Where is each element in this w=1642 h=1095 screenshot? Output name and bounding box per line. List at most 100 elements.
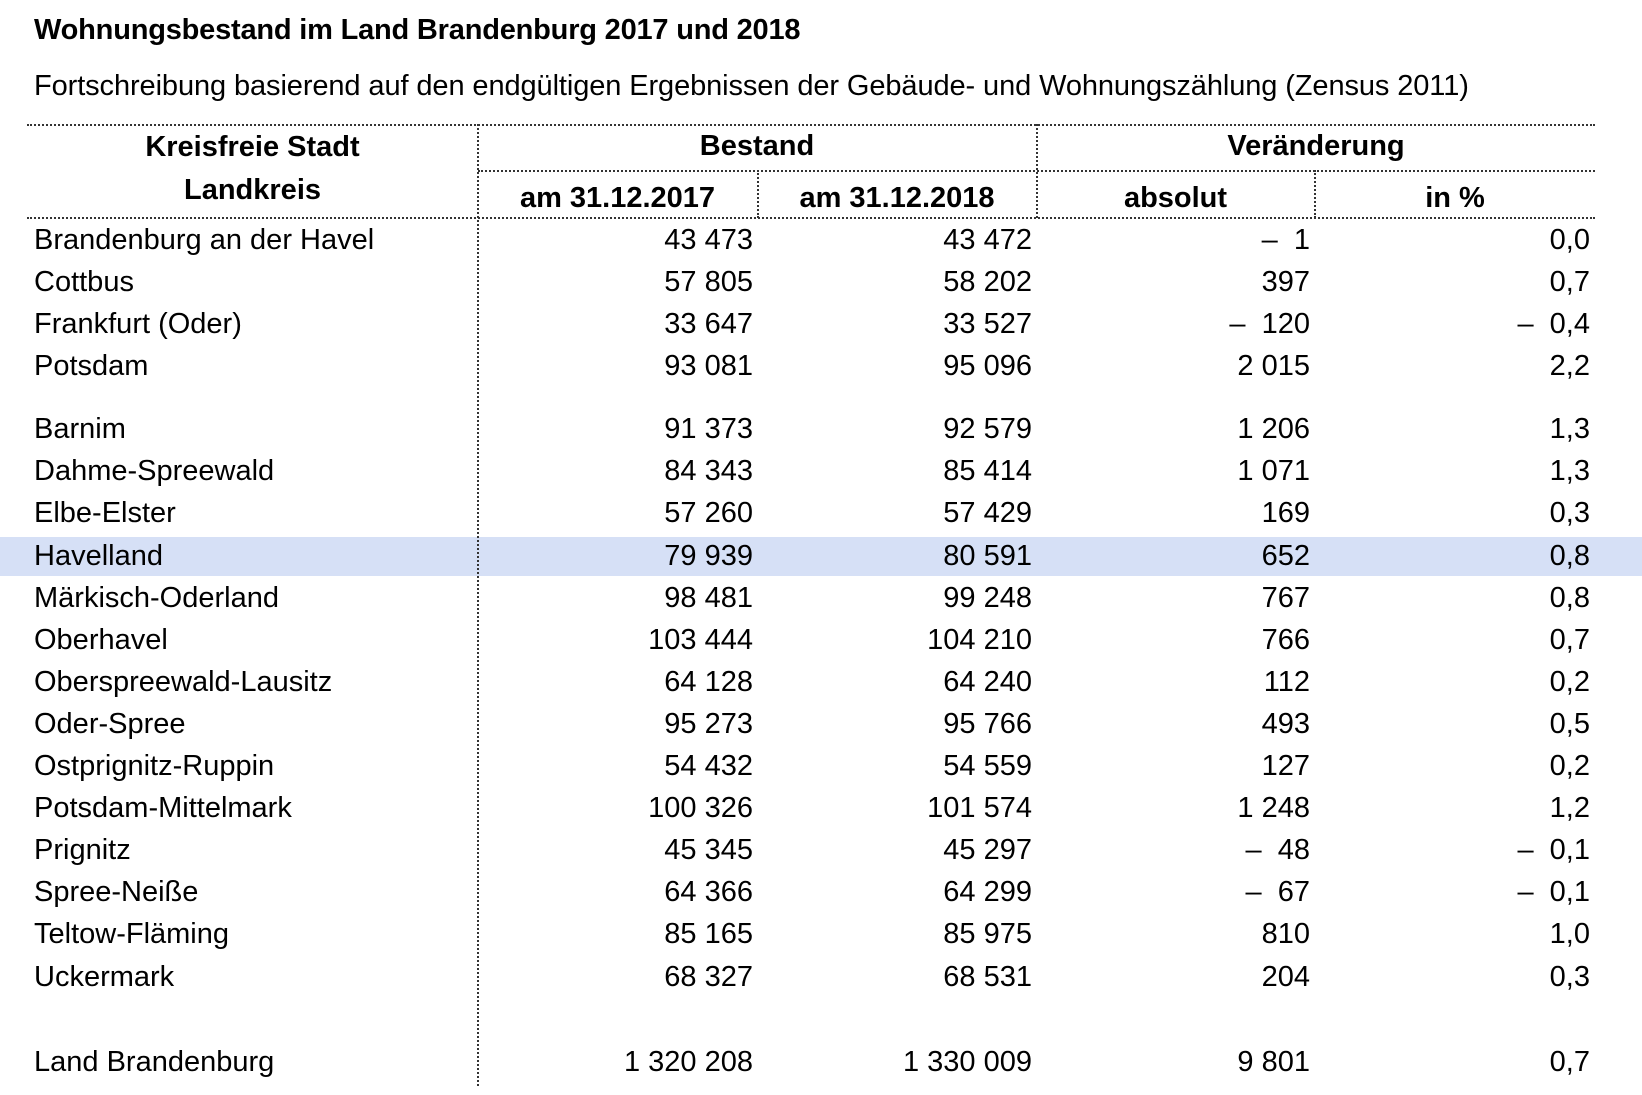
value-2018: 85 414 [943,455,1032,487]
change-percent: 1,3 [1549,413,1590,445]
header-group-bestand: Bestand [699,130,815,162]
change-percent: 0,7 [1549,266,1590,298]
header-top-rule [27,124,1595,126]
value-2017: 33 647 [664,308,753,340]
change-absolute: – 67 [1245,876,1311,908]
change-absolute: – 1 [1261,224,1310,256]
table-row: Oder-Spree 95 273 95 766 493 0,5 [0,703,1642,745]
change-percent: 0,7 [1549,1046,1590,1078]
region-name: Elbe-Elster [34,497,176,529]
region-name: Oberspreewald-Lausitz [34,666,333,698]
value-2018: 1 330 009 [902,1046,1032,1078]
value-2017: 68 327 [664,961,753,993]
change-percent: – 0,1 [1517,876,1590,908]
change-percent: 0,2 [1549,750,1590,782]
change-absolute: 652 [1261,540,1310,572]
value-2017: 79 939 [664,540,753,572]
value-2017: 95 273 [664,708,753,740]
region-name: Land Brandenburg [34,1046,275,1078]
header-col-absolut: absolut [1123,182,1228,214]
region-name: Ostprignitz-Ruppin [34,750,275,782]
bestand-subcolumn-divider [757,170,759,218]
table-title: Wohnungsbestand im Land Brandenburg 2017… [34,14,801,46]
value-2018: 80 591 [943,540,1032,572]
table-row: Uckermark 68 327 68 531 204 0,3 [0,956,1642,998]
value-2017: 98 481 [664,582,753,614]
header-bottom-rule [27,217,1595,219]
value-2018: 54 559 [943,750,1032,782]
value-2017: 64 128 [664,666,753,698]
region-name: Oder-Spree [34,708,186,740]
value-2018: 58 202 [943,266,1032,298]
table-row: Oberspreewald-Lausitz 64 128 64 240 112 0,2 [0,661,1642,703]
row-highlight [0,537,1642,576]
change-absolute: 766 [1261,624,1310,656]
change-percent: 1,2 [1549,792,1590,824]
change-absolute: – 120 [1229,308,1310,340]
region-column-divider [477,124,479,1086]
change-absolute: 204 [1261,961,1310,993]
value-2018: 92 579 [943,413,1032,445]
change-percent: – 0,1 [1517,834,1590,866]
change-absolute: 1 071 [1237,455,1310,487]
table-row: Dahme-Spreewald 84 343 85 414 1 071 1,3 [0,450,1642,492]
table-row: Elbe-Elster 57 260 57 429 169 0,3 [0,492,1642,534]
value-2017: 54 432 [664,750,753,782]
region-name: Havelland [34,540,163,572]
table-row: Brandenburg an der Havel 43 473 43 472 – 1 0… [0,219,1642,261]
change-absolute: 767 [1261,582,1310,614]
value-2018: 68 531 [943,961,1032,993]
value-2018: 101 574 [927,792,1032,824]
table-row: Ostprignitz-Ruppin 54 432 54 559 127 0,2 [0,745,1642,787]
value-2017: 45 345 [664,834,753,866]
table-row: Teltow-Fläming 85 165 85 975 810 1,0 [0,913,1642,955]
change-percent: 0,0 [1549,224,1590,256]
region-name: Oberhavel [34,624,168,656]
table-row: Havelland 79 939 80 591 652 0,8 [0,535,1642,577]
change-percent: 0,8 [1549,540,1590,572]
value-2018: 85 975 [943,918,1032,950]
change-absolute: 9 801 [1237,1046,1310,1078]
region-name: Prignitz [34,834,131,866]
value-2017: 64 366 [664,876,753,908]
table-row: Märkisch-Oderland 98 481 99 248 767 0,8 [0,577,1642,619]
value-2018: 57 429 [943,497,1032,529]
change-percent: 0,2 [1549,666,1590,698]
value-2017: 100 326 [648,792,753,824]
region-name: Spree-Neiße [34,876,199,908]
value-2017: 57 805 [664,266,753,298]
value-2017: 57 260 [664,497,753,529]
region-name: Märkisch-Oderland [34,582,279,614]
region-name: Uckermark [34,961,175,993]
value-2017: 85 165 [664,918,753,950]
value-2018: 64 240 [943,666,1032,698]
region-name: Cottbus [34,266,134,298]
change-absolute: – 48 [1245,834,1311,866]
region-name: Teltow-Fläming [34,918,229,950]
table-subtitle: Fortschreibung basierend auf den endgült… [34,70,1469,102]
header-col-2018: am 31.12.2018 [799,182,995,214]
table-row: Oberhavel 103 444 104 210 766 0,7 [0,619,1642,661]
header-col-prozent: in % [1425,182,1485,214]
change-absolute: 169 [1261,497,1310,529]
value-2018: 64 299 [943,876,1032,908]
header-region-line1: Kreisfreie Stadt [145,131,360,163]
value-2018: 95 096 [943,350,1032,382]
value-2017: 84 343 [664,455,753,487]
change-percent: – 0,4 [1517,308,1590,340]
value-2017: 93 081 [664,350,753,382]
change-absolute: 493 [1261,708,1310,740]
header-col-2017: am 31.12.2017 [519,182,716,214]
change-absolute: 810 [1261,918,1310,950]
value-2018: 99 248 [943,582,1032,614]
region-name: Potsdam [34,350,149,382]
change-percent: 0,5 [1549,708,1590,740]
change-percent: 1,0 [1549,918,1590,950]
change-percent: 0,8 [1549,582,1590,614]
region-name: Frankfurt (Oder) [34,308,242,340]
veraenderung-subcolumn-divider [1314,170,1316,218]
value-2018: 45 297 [943,834,1032,866]
change-absolute: 2 015 [1237,350,1310,382]
table-row: Cottbus 57 805 58 202 397 0,7 [0,261,1642,303]
header-region-line2: Landkreis [184,174,321,206]
